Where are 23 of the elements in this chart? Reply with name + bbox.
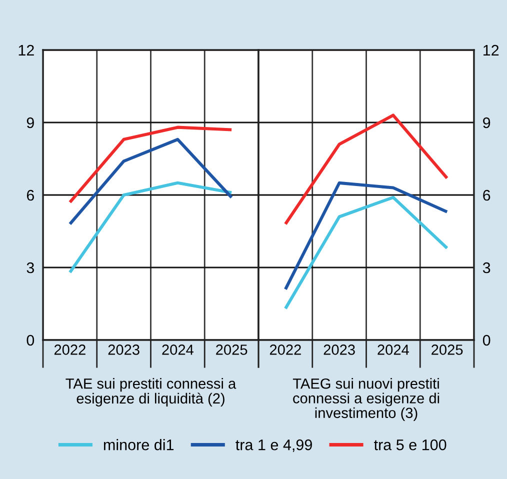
y-tick-label: 0 bbox=[482, 334, 490, 346]
x-tick-label: 2025 bbox=[432, 344, 463, 355]
y-tick-label: 6 bbox=[26, 190, 34, 201]
y-tick-label: 9 bbox=[26, 117, 34, 128]
x-tick-label: 2024 bbox=[378, 344, 409, 355]
y-tick-label: 12 bbox=[484, 44, 499, 56]
x-tick-label: 2025 bbox=[216, 344, 248, 355]
x-tick-label: 2023 bbox=[108, 344, 140, 355]
x-axis-title: TAEG sui nuovi prestiti connessi a esigenze di investimento (3) bbox=[292, 378, 440, 421]
y-tick-label: 12 bbox=[18, 44, 34, 56]
y-tick-label: 6 bbox=[483, 190, 490, 201]
legend-label: tra 5 e 100 bbox=[374, 439, 446, 450]
x-tick-label: 2023 bbox=[324, 344, 355, 355]
y-tick-label: 0 bbox=[26, 334, 34, 346]
legend-label: tra 1 e 4,99 bbox=[236, 439, 312, 452]
legend-label: minore di1 bbox=[104, 439, 174, 450]
y-tick-label: 3 bbox=[26, 262, 34, 274]
x-tick-label: 2022 bbox=[54, 344, 86, 355]
x-tick-label: 2024 bbox=[162, 344, 194, 355]
x-axis-title: TAE sui prestiti connessi a esigenze di liquidità (2) bbox=[66, 378, 236, 406]
y-tick-label: 9 bbox=[483, 117, 490, 128]
x-tick-label: 2022 bbox=[270, 344, 301, 355]
y-tick-label: 3 bbox=[482, 262, 490, 274]
